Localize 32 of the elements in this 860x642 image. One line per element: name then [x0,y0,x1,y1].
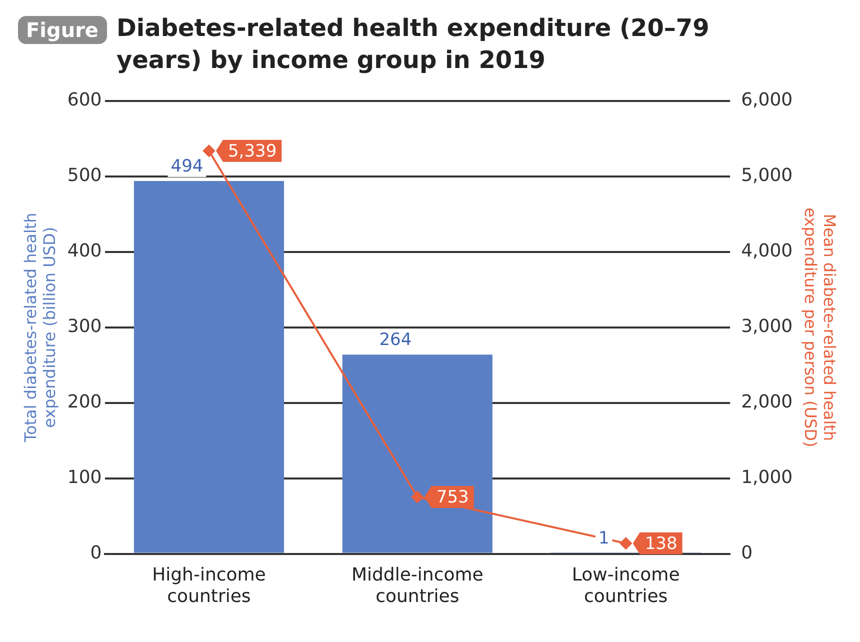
y-tick-label: 200 [67,391,102,412]
data-label: 494 [170,156,204,176]
y2-tick-label: 3,000 [741,316,793,337]
y2-tick-label: 5,000 [741,164,793,186]
chart-title: Diabetes-related health expenditure (20–79 years) by income group in 2019 [116,13,710,76]
y2-tick-label: 0 [741,542,753,564]
x-tick-label: High-income countries [152,564,266,607]
bar [342,354,492,553]
data-label: 753 [436,487,469,508]
bar [134,180,284,553]
y-tick-label: 600 [67,89,102,110]
x-tick-label: Middle-income countries [351,564,484,607]
y-axis-title: Total diabetes-related health expenditure (billion USD) [20,212,59,443]
y-tick-label: 300 [67,316,102,337]
y2-tick-label: 1,000 [741,466,793,488]
y-tick-label: 100 [67,466,102,488]
y-tick-label: 400 [67,240,102,262]
point [411,490,424,503]
y-tick-label: 0 [90,542,102,564]
y2-axis-title: Mean diabete-related health expenditure per person (USD) [801,207,840,447]
point [202,144,215,157]
y2-tick-label: 6,000 [741,89,793,110]
data-label: 138 [644,534,678,554]
y-tick-label: 500 [67,164,102,186]
data-label: 264 [379,330,412,350]
data-label: 5,339 [228,141,277,162]
point [620,537,632,550]
data-label: 1 [598,528,610,548]
y2-tick-label: 2,000 [741,391,793,412]
x-tick-label: Low-income countries [572,564,680,607]
y2-tick-label: 4,000 [741,240,793,262]
text: Figure [18,16,106,44]
